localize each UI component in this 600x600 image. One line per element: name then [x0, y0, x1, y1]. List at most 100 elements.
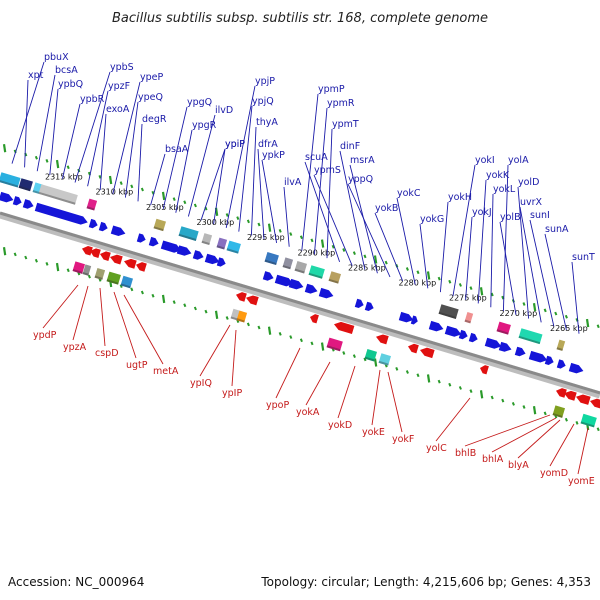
forward-feature-box-shape	[201, 233, 213, 245]
tick	[395, 366, 399, 371]
forward-feature-box-shape	[496, 321, 511, 335]
tick	[469, 389, 473, 393]
gene-label-top: ypiP	[225, 139, 245, 150]
reverse-feature-box	[552, 405, 566, 418]
gene-label-top: bcsA	[55, 65, 78, 76]
forward-feature-box-shade	[18, 185, 31, 192]
reverse-gene-shape	[576, 394, 591, 405]
tick	[501, 398, 505, 403]
forward-feature-box	[18, 178, 33, 192]
tick	[363, 254, 367, 259]
forward-gene	[0, 191, 14, 203]
forward-feature-box-shape	[464, 312, 474, 324]
forward-feature-box	[438, 304, 459, 319]
tick	[278, 229, 282, 233]
backbone-line	[0, 211, 600, 395]
forward-gene	[98, 221, 108, 232]
reverse-feature-box-shape	[72, 261, 86, 274]
leader-line	[225, 85, 256, 228]
tick	[532, 303, 537, 312]
tick	[479, 390, 484, 399]
reverse-gene-shape	[82, 245, 93, 256]
forward-feature-box-shape	[226, 240, 241, 254]
gene-label-top: ypjQ	[252, 96, 274, 107]
reverse-feature-box	[82, 264, 92, 276]
forward-gene	[528, 350, 548, 363]
tick	[320, 239, 325, 248]
reverse-feature-box-shape	[106, 271, 121, 285]
forward-gene-shape	[88, 218, 98, 229]
scale-label: 2290 kbp	[298, 248, 336, 257]
forward-gene-shape	[274, 274, 294, 287]
forward-gene-shape	[288, 278, 304, 290]
tick	[490, 395, 494, 400]
forward-feature-box-shade	[282, 265, 291, 270]
forward-gene-shape	[216, 257, 226, 267]
backbone-outer	[0, 211, 600, 399]
tick	[119, 181, 123, 186]
leader-line	[337, 365, 356, 419]
leader-line	[162, 106, 188, 210]
gene-label-bottom: yolC	[426, 443, 447, 454]
forward-feature-box-shade	[308, 272, 323, 279]
tick	[299, 338, 303, 343]
gene-label-top: yokG	[420, 214, 444, 225]
tick	[532, 406, 537, 415]
forward-gene-shape	[514, 346, 526, 357]
leader-line	[112, 81, 141, 194]
reverse-gene	[334, 321, 355, 335]
leader-line	[452, 164, 476, 296]
gene-label-top: yolA	[508, 155, 529, 166]
tick	[87, 274, 91, 279]
forward-gene	[444, 325, 462, 337]
forward-gene	[556, 359, 566, 369]
tick	[289, 335, 293, 339]
map-title: Bacillus subtilis subsp. subtilis str. 1…	[112, 11, 488, 26]
forward-gene-shape	[192, 250, 204, 260]
tick	[140, 187, 144, 192]
leader-line	[123, 294, 164, 365]
scale-label: 2270 kbp	[500, 309, 538, 318]
tick	[289, 232, 293, 236]
forward-gene-shape	[410, 315, 418, 325]
tick	[320, 342, 325, 351]
tick	[66, 268, 70, 273]
reverse-feature-box-shade	[236, 318, 245, 323]
gene-label-top: yolD	[518, 177, 539, 188]
forward-gene-shape	[304, 283, 318, 294]
reverse-gene	[136, 262, 147, 272]
gene-label-bottom: ypzA	[63, 342, 87, 353]
forward-gene-shape	[22, 199, 34, 209]
forward-feature-box	[328, 271, 342, 284]
forward-feature-box-shape	[308, 265, 325, 279]
tick	[342, 248, 346, 252]
gene-label-top: xpt	[28, 70, 44, 81]
gene-label-top: ilvD	[215, 105, 233, 116]
gene-label-top: scuA	[305, 152, 328, 163]
gene-label-top: yokL	[493, 184, 516, 195]
leader-line	[187, 114, 216, 217]
forward-feature-box-shape	[153, 218, 167, 232]
reverse-feature-box-shape	[580, 413, 597, 428]
tick	[490, 292, 494, 297]
leader-line	[419, 223, 429, 289]
forward-feature-box-shade	[556, 347, 563, 351]
tick	[13, 252, 17, 257]
tick	[108, 175, 113, 185]
gene-label-bottom: yomE	[568, 476, 595, 487]
gene-label-bottom: ypdP	[33, 330, 57, 341]
scale-label: 2275 kbp	[449, 294, 487, 303]
scale-label: 2295 kbp	[247, 233, 285, 242]
forward-gene	[136, 233, 146, 243]
gene-label-top: ypgR	[192, 120, 217, 131]
tick	[426, 374, 431, 383]
tick	[458, 283, 462, 287]
reverse-gene	[420, 347, 435, 359]
gene-label-bottom: cspD	[95, 348, 119, 359]
forward-gene	[458, 329, 468, 340]
forward-gene	[468, 332, 478, 343]
forward-gene	[318, 287, 334, 299]
forward-gene-shape	[318, 287, 334, 299]
leader-line	[339, 150, 366, 270]
